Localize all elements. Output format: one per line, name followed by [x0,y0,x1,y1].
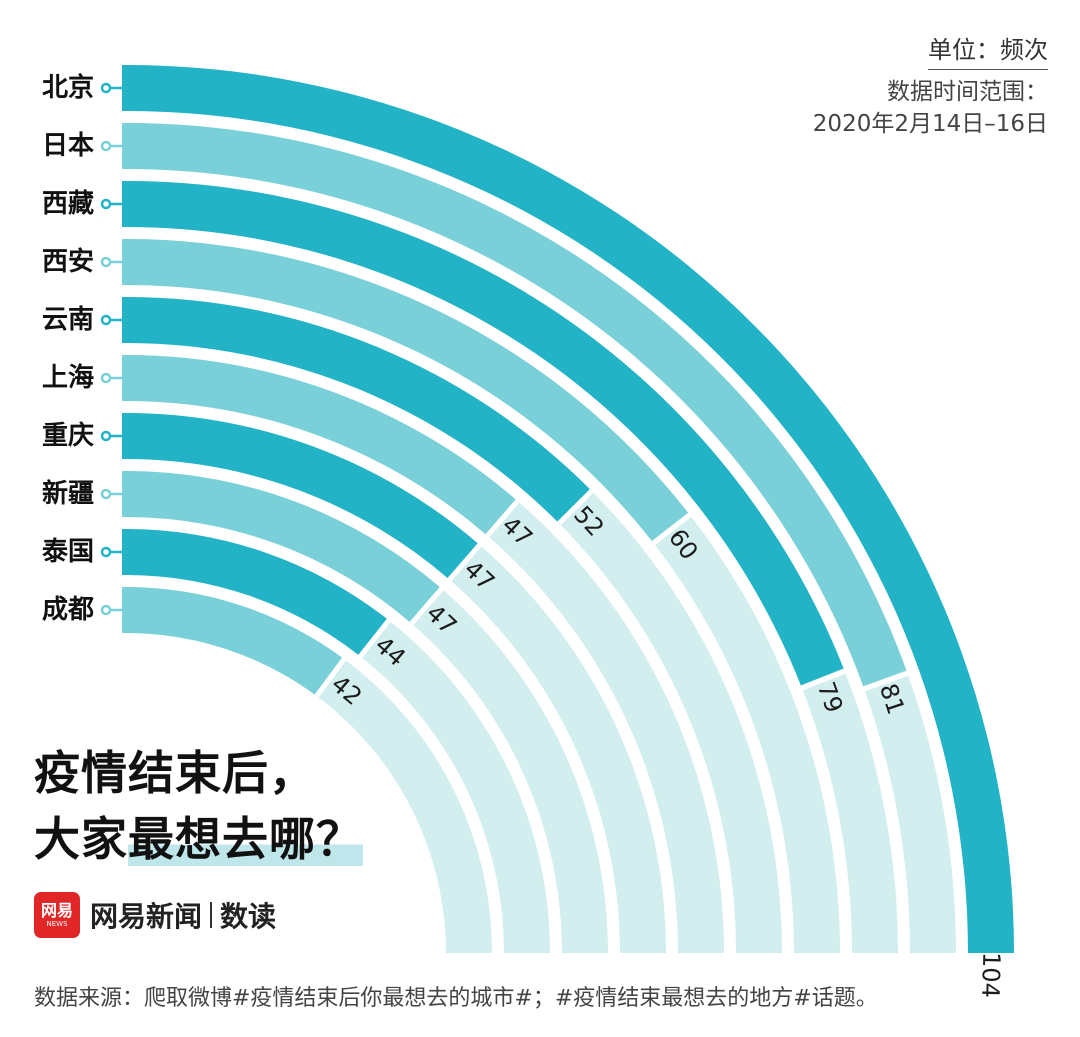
chart-category-label: 上海 [42,363,94,393]
chart-category-label: 北京 [42,72,94,103]
chart-label-dot [102,548,110,556]
title-line-2-a: 大家 [34,812,128,866]
chart-value-label: 104 [976,952,1005,999]
brand-subname: 数读 [220,895,276,935]
title-line-2: 大家最想去哪？ [34,806,363,872]
title-line-1: 疫情结束后， [34,740,363,806]
date-range-label: 数据时间范围： [813,76,1048,108]
chart-label-dot [102,200,110,208]
chart-category-label: 泰国 [42,537,94,567]
chart-category-label: 西藏 [42,189,94,219]
chart-category-label: 新疆 [42,478,94,509]
chart-label-dot [102,490,110,498]
title-line-2-highlight: 最想去哪？ [128,812,363,866]
unit-label: 单位：频次 [928,30,1048,70]
chart-title: 疫情结束后， 大家最想去哪？ [34,740,363,872]
chart-label-dot [102,258,110,266]
date-range-value: 2020年2月14日–16日 [813,108,1048,140]
netease-news-logo: 网易 NEWS [34,892,80,938]
data-source: 数据来源：爬取微博#疫情结束后你最想去的城市#；#疫情结束最想去的地方#话题。 [34,980,878,1012]
chart-label-dot [102,142,110,150]
chart-label-dot [102,432,110,440]
chart-label-dot [102,606,110,614]
brand: 网易 NEWS 网易新闻 数读 [34,892,276,938]
chart-label-dot [102,374,110,382]
chart-category-label: 云南 [42,305,94,335]
chart-label-dot [102,84,110,92]
chart-category-label: 西安 [42,247,94,277]
logo-text-en: NEWS [46,920,67,929]
logo-text-cn: 网易 [41,902,73,920]
chart-category-label: 重庆 [42,420,94,451]
chart-label-dot [102,316,110,324]
brand-divider [210,902,212,928]
chart-category-label: 日本 [42,131,94,161]
chart-category-label: 成都 [42,595,94,625]
brand-name: 网易新闻 [90,895,202,935]
date-range: 数据时间范围： 2020年2月14日–16日 [813,76,1048,140]
